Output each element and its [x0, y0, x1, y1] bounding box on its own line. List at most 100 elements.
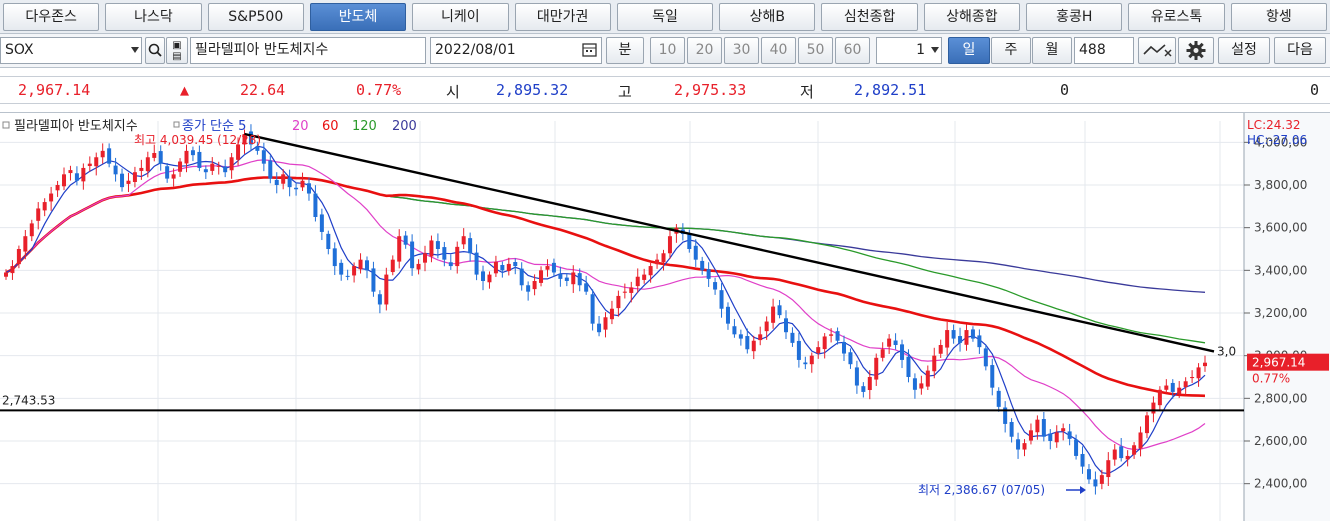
- candle-body-141: [912, 378, 917, 390]
- candle-body-129: [835, 331, 840, 341]
- candle-body-62: [403, 235, 408, 245]
- candle-body-108: [700, 260, 705, 271]
- info-icon: ▣ ▤: [172, 40, 182, 62]
- period-button-20[interactable]: 20: [687, 37, 722, 64]
- tab-7[interactable]: 상해B: [719, 3, 816, 31]
- candle-body-142: [919, 383, 924, 389]
- month-button[interactable]: 월: [1032, 37, 1072, 64]
- tab-12[interactable]: 항셍: [1230, 3, 1327, 31]
- tab-5[interactable]: 대만가권: [514, 3, 611, 31]
- period-button-30[interactable]: 30: [724, 37, 759, 64]
- candle-body-64: [416, 263, 421, 270]
- candle-body-12: [81, 167, 86, 182]
- y-tick-label-0: 4,000,00: [1254, 135, 1307, 149]
- candle-body-131: [848, 352, 853, 365]
- draw-tool-button[interactable]: [1138, 37, 1176, 64]
- index-name-field[interactable]: 필라델피아 반도체지수: [190, 37, 426, 64]
- period-button-40[interactable]: 40: [761, 37, 796, 64]
- low-label: 저: [800, 83, 814, 101]
- candle-body-180: [1164, 385, 1169, 390]
- count-value: 488: [1079, 42, 1106, 58]
- candle-body-133: [861, 386, 866, 392]
- candle-body-147: [951, 330, 956, 339]
- period-button-10[interactable]: 10: [650, 37, 685, 64]
- candle-body-28: [184, 150, 189, 164]
- candle-body-23: [152, 153, 157, 158]
- price-chart[interactable]: 4,000,00 3,800,00 3,600,00 3,400,00 3,200,00…: [0, 112, 1330, 521]
- symbol-select[interactable]: SOX: [0, 37, 142, 64]
- minute-button[interactable]: 분: [606, 37, 644, 64]
- candle-body-151: [977, 335, 982, 348]
- tab-3[interactable]: 반도체: [309, 3, 407, 31]
- info-button[interactable]: ▣ ▤: [166, 37, 188, 64]
- candle-body-178: [1151, 402, 1156, 414]
- candle-body-55: [358, 259, 363, 270]
- count-field[interactable]: 488: [1074, 37, 1134, 64]
- day-button[interactable]: 일: [948, 37, 990, 64]
- quote-strip: 2,967.14 ▲ 22.64 0.77% 시 2,895.32 고 2,97…: [0, 76, 1330, 104]
- candle-body-163: [1054, 432, 1059, 443]
- tab-6[interactable]: 독일: [616, 3, 714, 31]
- candle-body-132: [854, 367, 859, 386]
- candle-body-110: [713, 282, 718, 290]
- candle-body-81: [526, 285, 531, 292]
- candle-body-54: [352, 266, 357, 276]
- candle-body-84: [545, 266, 550, 270]
- candle-body-167: [1080, 454, 1085, 467]
- candle-body-130: [842, 342, 847, 354]
- interval-dropdown-icon[interactable]: [931, 47, 939, 53]
- search-button[interactable]: [145, 37, 165, 64]
- candle-body-127: [822, 336, 827, 350]
- candle-body-71: [461, 236, 466, 245]
- tab-11[interactable]: 유로스톡: [1128, 3, 1225, 31]
- period-button-60[interactable]: 60: [835, 37, 870, 64]
- interval-select[interactable]: 1: [876, 37, 942, 64]
- volume: 0: [1060, 81, 1070, 99]
- candle-body-60: [390, 259, 395, 273]
- tab-8[interactable]: 심천종합: [821, 3, 918, 31]
- tab-10[interactable]: 홍콩H: [1026, 3, 1123, 31]
- gear-button[interactable]: [1178, 37, 1214, 64]
- date-field[interactable]: 2022/08/01: [430, 37, 602, 64]
- candle-body-156: [1009, 422, 1014, 437]
- tab-2[interactable]: S&P500: [207, 3, 304, 31]
- candle-body-183: [1183, 381, 1188, 388]
- tab-1[interactable]: 나스닥: [105, 3, 202, 31]
- candle-body-96: [622, 291, 627, 293]
- candle-body-173: [1119, 446, 1124, 459]
- week-button[interactable]: 주: [991, 37, 1031, 64]
- candle-body-8: [55, 185, 60, 191]
- candle-body-150: [970, 329, 975, 339]
- period-button-50[interactable]: 50: [798, 37, 833, 64]
- chart-svg[interactable]: 4,000,00 3,800,00 3,600,00 3,400,00 3,200,00…: [0, 113, 1330, 521]
- candle-body-56: [364, 260, 369, 271]
- legend-item-2: 60: [322, 119, 339, 134]
- dropdown-icon[interactable]: [131, 47, 139, 53]
- candle-body-182: [1177, 387, 1182, 394]
- candle-body-95: [616, 295, 621, 309]
- price-change: 22.64: [240, 81, 286, 99]
- settings-button[interactable]: 설정: [1218, 37, 1270, 64]
- candle-body-120: [777, 305, 782, 316]
- candle-body-89: [577, 273, 582, 286]
- open-price: 2,895.32: [496, 81, 569, 99]
- high-price: 2,975.33: [674, 81, 747, 99]
- tab-0[interactable]: 다우존스: [3, 3, 100, 31]
- candle-body-165: [1067, 431, 1072, 439]
- candle-body-99: [642, 274, 647, 280]
- candle-body-90: [584, 283, 589, 292]
- y-tick-label-3: 3,400,00: [1254, 263, 1307, 277]
- candle-body-14: [94, 157, 99, 167]
- candle-body-61: [397, 236, 402, 262]
- tab-9[interactable]: 상해종합: [923, 3, 1021, 31]
- tab-4[interactable]: 니케이: [412, 3, 509, 31]
- candle-body-153: [990, 365, 995, 388]
- next-button[interactable]: 다음: [1274, 37, 1326, 64]
- candle-body-162: [1048, 433, 1053, 441]
- candle-body-179: [1157, 389, 1162, 406]
- candle-body-73: [474, 252, 479, 275]
- calendar-icon[interactable]: [582, 42, 598, 58]
- legend-item-3: 120: [352, 119, 377, 134]
- candle-body-184: [1190, 377, 1195, 379]
- candle-body-122: [790, 332, 795, 343]
